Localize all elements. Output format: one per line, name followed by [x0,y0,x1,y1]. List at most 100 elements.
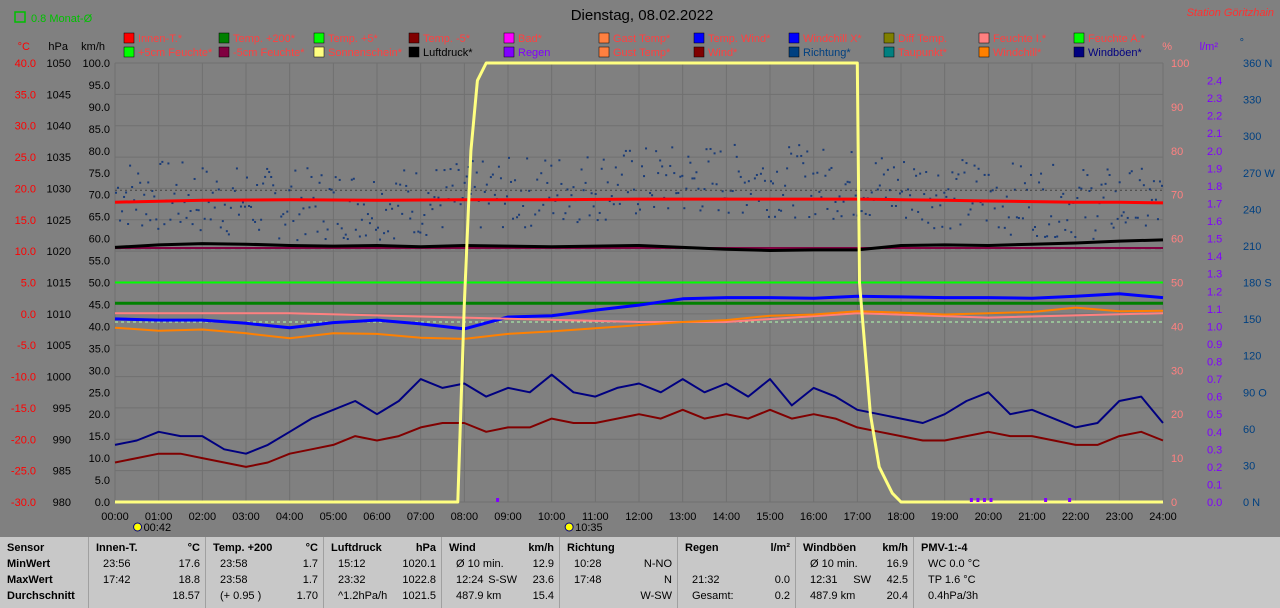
direction-point [598,211,601,214]
direction-point [568,205,571,208]
stats-cell-right: 0.2 [774,590,790,602]
direction-point [616,183,619,186]
direction-point [409,217,412,220]
humidity-tick-label: 30 [1171,365,1183,377]
stats-cell-left: MinWert [7,558,51,570]
direction-tick-label: 300 [1243,131,1261,143]
direction-point [1074,235,1077,238]
direction-point [362,203,365,206]
rain-tick-label: 0.7 [1207,374,1222,386]
direction-point [969,208,972,211]
direction-point [905,216,908,219]
direction-point [1017,217,1020,220]
chart-background [0,0,1280,535]
direction-point [578,218,581,221]
sunset-label: 10:35 [575,522,603,534]
direction-point [137,172,140,175]
stats-header: Sensor [0,541,88,556]
direction-point [213,206,216,209]
stats-cell-left: 23:56 [103,558,131,570]
legend-label: -5cm Feuchte* [233,47,305,59]
direction-point [634,212,637,215]
wind-tick-label: 50.0 [89,278,110,290]
rain-tick-label: 0.0 [1207,497,1222,509]
direction-point [717,209,720,212]
legend-label: Gast Temp* [613,33,671,45]
direction-point [415,172,418,175]
stats-cell-left: ^1.2hPa/h [338,590,388,602]
direction-point [489,176,492,179]
stats-cell-right: °C [305,542,318,554]
wind-tick-label: 0.0 [95,497,110,509]
direction-point [822,148,825,151]
humidity-tick-label: 0 [1171,497,1177,509]
legend-swatch [693,46,705,58]
direction-point [203,217,206,220]
direction-point [510,180,513,183]
direction-point [461,197,464,200]
direction-point [322,220,325,223]
direction-point [1110,222,1113,225]
direction-point [955,177,958,180]
direction-point [989,190,992,193]
direction-point [167,162,170,165]
legend-label: Temp. +5* [328,33,379,45]
direction-point [1130,170,1133,173]
direction-point [981,203,984,206]
wind-tick-label: 45.0 [89,299,110,311]
direction-point [695,171,698,174]
direction-point [1068,203,1071,206]
direction-point [894,204,897,207]
rain-tick-label: 0.9 [1207,339,1222,351]
direction-point [747,180,750,183]
direction-point [735,155,738,158]
stats-cell-left: TP 1.6 °C [928,574,976,586]
stats-row: 17:42 18.8 [89,573,206,588]
stats-cell-left: Richtung [567,542,615,554]
direction-tick-label: 90 O [1243,387,1267,399]
direction-point [687,155,690,158]
wind-tick-label: 40.0 [89,321,110,333]
stats-column: Regen l/m² 21:32 0.0 Gesamt: 0.2 [677,537,796,608]
wind-tick-label: 60.0 [89,234,110,246]
pressure-tick-label: 1045 [47,89,71,101]
direction-point [983,173,986,176]
stats-cell-left: PMV-1:-4 [921,542,968,554]
direction-point [709,147,712,150]
direction-point [669,164,672,167]
direction-point [516,216,519,219]
wind-tick-label: 80.0 [89,146,110,158]
stats-cell-left: Innen-T. [96,542,138,554]
direction-point [266,167,269,170]
direction-point [834,201,837,204]
direction-point [423,214,426,217]
series-windb-en- [114,373,1164,455]
direction-point [544,159,547,162]
rain-tick-label: 2.4 [1207,76,1222,88]
rain-tick-label: 1.6 [1207,216,1222,228]
direction-point [1070,231,1073,234]
stats-row: Gesamt: 0.2 [678,589,796,604]
direction-point [127,223,130,226]
direction-point [286,210,289,213]
direction-point [209,218,212,221]
direction-point [518,213,521,216]
temp-tick-label: -25.0 [11,466,36,478]
direction-point [778,208,781,211]
stats-row: ^1.2hPa/h 1021.5 [324,589,442,604]
direction-point [175,183,178,186]
direction-point [1160,184,1163,187]
stats-cell-right: W-SW [640,590,672,602]
direction-point [310,175,313,178]
direction-point [231,187,234,190]
direction-point [1009,233,1012,236]
direction-point [121,210,124,213]
stats-row: 0.4hPa/3h [914,589,1280,604]
legend-swatch [218,46,230,58]
direction-point [711,182,714,185]
direction-point [324,238,327,241]
stats-column: Wind km/h Ø 10 min. 12.9 12:24 S-SW 23.6 487.9 … [441,537,560,608]
monthly-average-checkbox[interactable] [14,11,26,23]
humidity-tick-label: 60 [1171,234,1183,246]
x-tick-label: 10:00 [538,511,566,523]
